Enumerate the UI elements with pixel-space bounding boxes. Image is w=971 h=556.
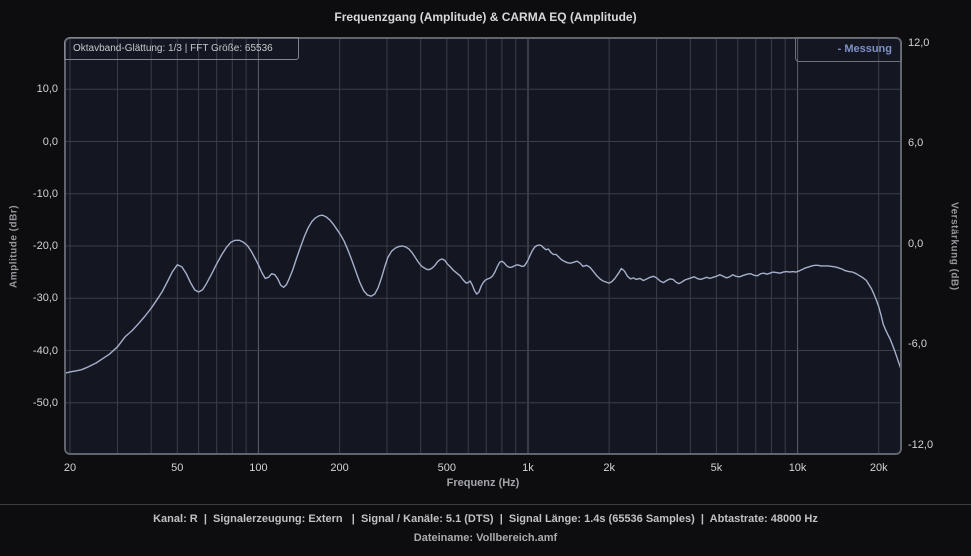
status-separator [0, 504, 971, 505]
x-tick: 20 [63, 462, 77, 474]
status-bar-filename: Dateiname: Vollbereich.amf [413, 532, 558, 544]
smoothing-info-box: Oktavband-Glättung: 1/3 | FFT Größe: 655… [64, 37, 299, 60]
y-left-tick: -10,0 [32, 187, 58, 200]
status-bar-measurement-info: Kanal: R | Signalerzeugung: Extern | Sig… [153, 513, 818, 525]
x-tick: 20k [869, 462, 888, 474]
y-right-tick: -12,0 [908, 438, 934, 451]
x-tick: 5k [710, 462, 723, 474]
y-left-tick: 10,0 [36, 83, 58, 96]
x-tick: 100 [249, 462, 268, 474]
x-tick: 500 [437, 462, 457, 474]
legend: - Messung [795, 37, 902, 62]
frequency-response-chart [64, 37, 902, 455]
x-tick: 10k [788, 462, 807, 474]
x-tick: 1k [522, 462, 534, 474]
x-axis-label: Frequenz (Hz) [446, 477, 520, 489]
x-tick: 50 [171, 462, 184, 474]
page-title: Frequenzgang (Amplitude) & CARMA EQ (Amp… [334, 10, 637, 24]
x-tick: 200 [330, 462, 349, 474]
y-left-tick: -40,0 [32, 344, 58, 357]
y-left-tick: -50,0 [32, 396, 58, 409]
y-left-tick: 0,0 [42, 135, 58, 148]
x-tick: 2k [603, 462, 615, 474]
y-left-tick: -20,0 [32, 240, 58, 252]
y-axis-right-label: Verstärkung (dB) [948, 201, 960, 291]
frequency-response-plot: Oktavband-Glättung: 1/3 | FFT Größe: 655… [64, 37, 902, 455]
y-right-tick: -6,0 [908, 338, 927, 351]
y-right-tick: 6,0 [908, 137, 924, 150]
y-left-tick: -30,0 [32, 292, 58, 305]
y-right-tick: 0,0 [908, 237, 924, 250]
measurement-curve [64, 214, 902, 375]
y-right-tick: 12,0 [908, 36, 930, 49]
